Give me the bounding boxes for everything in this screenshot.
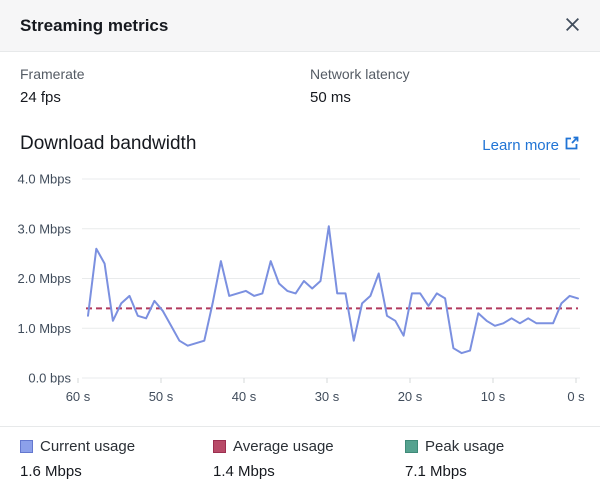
average-usage-value: 1.4 Mbps xyxy=(213,463,275,480)
svg-text:0 s: 0 s xyxy=(567,389,585,404)
svg-text:30 s: 30 s xyxy=(315,389,340,404)
legend-item-average-usage: Average usage 1.4 Mbps xyxy=(213,438,334,480)
average-usage-label: Average usage xyxy=(233,438,334,455)
svg-text:1.0 Mbps: 1.0 Mbps xyxy=(18,321,72,336)
legend-divider xyxy=(0,426,600,427)
close-icon xyxy=(564,16,581,36)
network-latency-label: Network latency xyxy=(310,66,410,82)
panel-header: Streaming metrics xyxy=(0,0,600,52)
peak-usage-swatch-icon xyxy=(405,440,418,453)
close-button[interactable] xyxy=(558,12,586,40)
network-latency-stat: Network latency 50 ms xyxy=(310,66,410,106)
bandwidth-chart-area: 4.0 Mbps 3.0 Mbps 2.0 Mbps 1.0 Mbps 0.0 bps 6… xyxy=(0,168,600,410)
svg-text:40 s: 40 s xyxy=(232,389,257,404)
svg-text:0.0 bps: 0.0 bps xyxy=(28,371,71,386)
framerate-stat: Framerate 24 fps xyxy=(20,66,85,106)
peak-usage-value: 7.1 Mbps xyxy=(405,463,467,480)
legend-item-current-usage: Current usage 1.6 Mbps xyxy=(20,438,135,480)
panel-title: Streaming metrics xyxy=(20,16,169,35)
learn-more-link[interactable]: Learn more xyxy=(482,135,580,155)
download-bandwidth-section-header: Download bandwidth Learn more xyxy=(20,133,580,159)
svg-text:50 s: 50 s xyxy=(149,389,174,404)
peak-usage-label: Peak usage xyxy=(425,438,505,455)
current-usage-value: 1.6 Mbps xyxy=(20,463,82,480)
svg-text:2.0 Mbps: 2.0 Mbps xyxy=(18,271,72,286)
svg-text:3.0 Mbps: 3.0 Mbps xyxy=(18,221,72,236)
current-usage-label: Current usage xyxy=(40,438,136,455)
legend-item-peak-usage: Peak usage 7.1 Mbps xyxy=(405,438,504,480)
average-usage-swatch-icon xyxy=(213,440,226,453)
svg-text:10 s: 10 s xyxy=(481,389,506,404)
current-usage-swatch-icon xyxy=(20,440,33,453)
external-link-icon xyxy=(564,135,580,155)
bandwidth-chart: 4.0 Mbps 3.0 Mbps 2.0 Mbps 1.0 Mbps 0.0 bps 6… xyxy=(18,172,586,405)
framerate-value: 24 fps xyxy=(20,89,61,106)
learn-more-label: Learn more xyxy=(482,136,559,154)
svg-text:20 s: 20 s xyxy=(398,389,423,404)
svg-text:60 s: 60 s xyxy=(66,389,91,404)
network-latency-value: 50 ms xyxy=(310,89,351,106)
svg-text:4.0 Mbps: 4.0 Mbps xyxy=(18,172,72,187)
framerate-label: Framerate xyxy=(20,66,85,82)
section-title: Download bandwidth xyxy=(20,133,197,154)
